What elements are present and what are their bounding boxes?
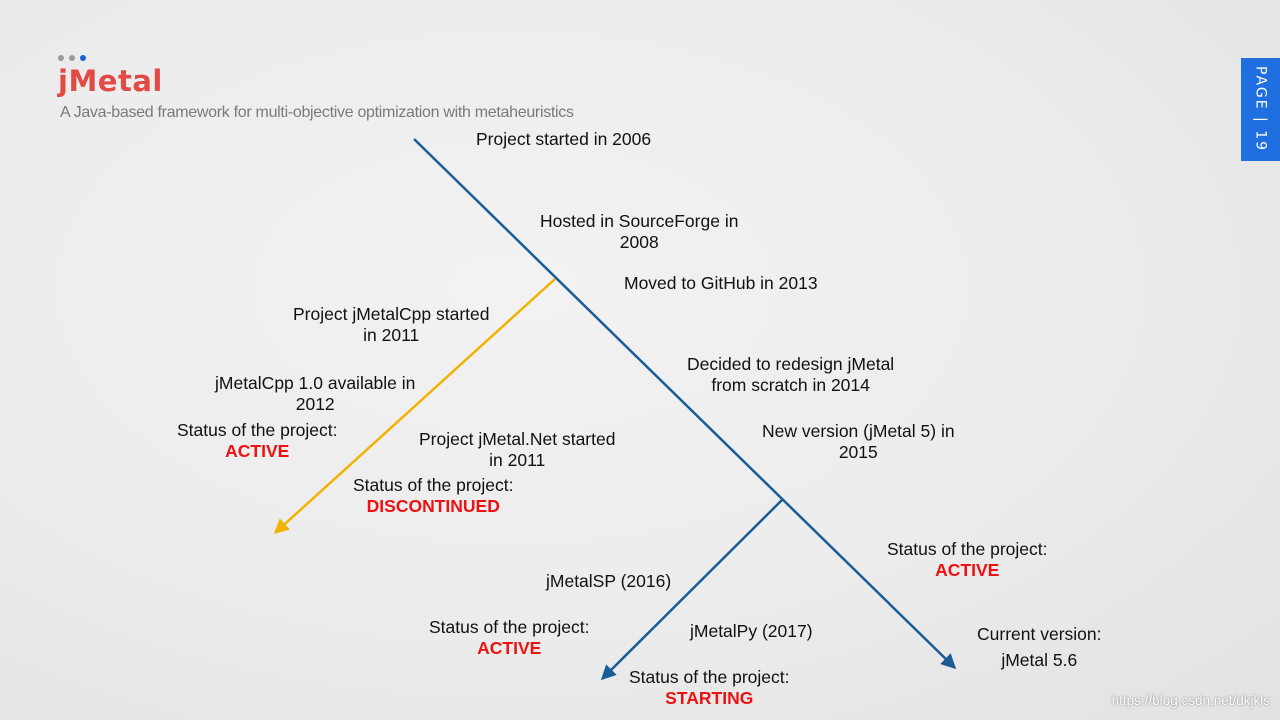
- main-timeline-line: [413, 138, 957, 670]
- label-jmetal-status: Status of the project: ACTIVE: [887, 539, 1048, 581]
- label-sourceforge: Hosted in SourceForge in 2008: [540, 190, 738, 253]
- label-jmetal5: New version (jMetal 5) in 2015: [762, 400, 955, 463]
- label-dotnet-status: Status of the project: DISCONTINUED: [353, 475, 514, 517]
- sp-status-value: ACTIVE: [477, 638, 542, 658]
- jmetalsp-text: jMetalSP (2016): [546, 571, 672, 591]
- redesign-text: Decided to redesign jMetal from scratch …: [687, 354, 895, 395]
- label-py-status: Status of the project: STARTING: [629, 667, 790, 709]
- project-started-text: Project started in 2006: [476, 129, 652, 149]
- slide-title: jMetal: [58, 64, 163, 98]
- cpp-branch-line: [273, 278, 556, 535]
- cpp-status-value: ACTIVE: [225, 441, 290, 461]
- dot-3-active: [80, 55, 86, 61]
- cpp-status-text: Status of the project:: [177, 420, 338, 440]
- slide-dots: [58, 55, 86, 61]
- py-status-value: STARTING: [665, 688, 754, 708]
- label-jmetalpy: jMetalPy (2017): [690, 621, 813, 642]
- slide-subtitle: A Java-based framework for multi-objecti…: [60, 104, 574, 121]
- github-text: Moved to GitHub in 2013: [624, 273, 818, 293]
- label-current-version: Current version: jMetal 5.6: [977, 621, 1102, 673]
- label-jmetalsp: jMetalSP (2016): [546, 571, 671, 592]
- jmetal5-text: New version (jMetal 5) in 2015: [762, 421, 955, 462]
- jmetal-status-text: Status of the project:: [887, 539, 1048, 559]
- label-sp-status: Status of the project: ACTIVE: [429, 617, 590, 659]
- page-number: PAGE | 19: [1252, 66, 1269, 153]
- label-project-started: Project started in 2006: [476, 129, 651, 150]
- label-dotnet-started: Project jMetal.Net started in 2011: [419, 408, 615, 471]
- label-cpp-status: Status of the project: ACTIVE: [177, 420, 338, 462]
- dot-2: [69, 55, 75, 61]
- dotnet-status-value: DISCONTINUED: [366, 496, 500, 516]
- cpp-release-text: jMetalCpp 1.0 available in 2012: [215, 373, 416, 414]
- dot-1: [58, 55, 64, 61]
- label-cpp-started: Project jMetalCpp started in 2011: [293, 283, 489, 346]
- py-branch-line: [600, 499, 783, 681]
- label-redesign: Decided to redesign jMetal from scratch …: [687, 333, 894, 396]
- watermark-url: https://blog.csdn.net/dkjkls: [1111, 693, 1270, 708]
- dotnet-started-text: Project jMetal.Net started in 2011: [419, 429, 616, 470]
- page-number-tab: PAGE | 19: [1241, 58, 1280, 161]
- cpp-started-text: Project jMetalCpp started in 2011: [293, 304, 490, 345]
- dotnet-status-text: Status of the project:: [353, 475, 514, 495]
- label-cpp-release: jMetalCpp 1.0 available in 2012: [215, 352, 415, 415]
- jmetal-status-value: ACTIVE: [935, 560, 1000, 580]
- sp-status-text: Status of the project:: [429, 617, 590, 637]
- sourceforge-text: Hosted in SourceForge in 2008: [540, 211, 739, 252]
- jmetalpy-text: jMetalPy (2017): [690, 621, 813, 641]
- current-version-label: Current version:: [977, 624, 1102, 644]
- label-github: Moved to GitHub in 2013: [624, 273, 818, 294]
- py-status-text: Status of the project:: [629, 667, 790, 687]
- current-version-value: jMetal 5.6: [1001, 650, 1078, 670]
